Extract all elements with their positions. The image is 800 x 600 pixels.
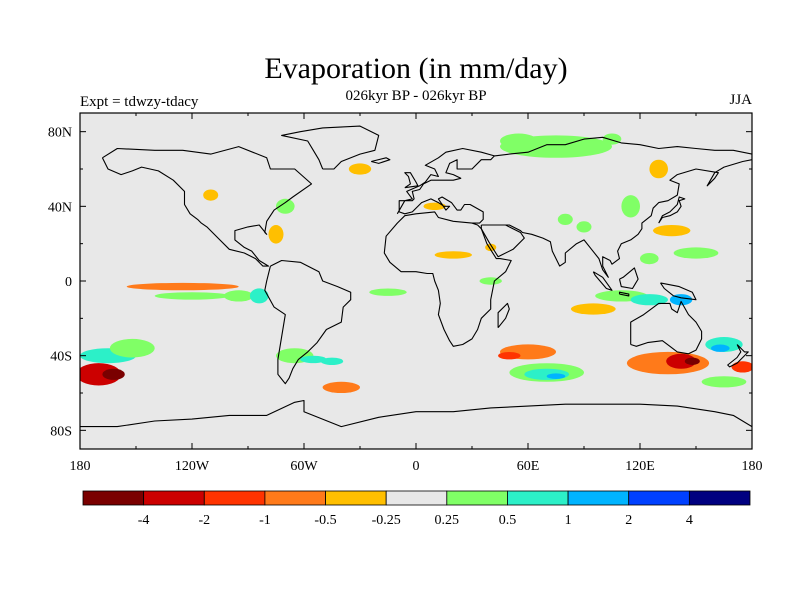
anomaly-region-36 [498,352,521,360]
anomaly-region-46 [701,376,747,388]
anomaly-region-23 [602,133,622,145]
anomaly-region-42 [684,357,700,365]
anomaly-region-13 [348,163,372,175]
anomaly-region-10 [320,357,344,365]
colorbar-swatch-0 [82,490,145,506]
colorbar-label: -0.5 [314,513,336,528]
coastline-7 [630,300,703,355]
coastline-layer [80,125,752,428]
anomaly-layer [80,133,752,393]
experiment-label: Expt = tdwzy-tdacy [80,94,199,110]
coastline-12 [660,282,697,301]
y-axis: 80N 40N 0 40S 80S [48,126,752,439]
colorbar-swatch-5 [385,490,448,506]
coastline-3 [383,147,512,347]
colorbar-label: 2 [625,513,632,528]
coastline-8 [727,344,749,368]
anomaly-region-32 [630,294,668,306]
x-tick-label: 120E [625,459,655,474]
coastline-0 [101,146,313,267]
anomaly-region-15 [276,198,295,214]
coastline-1 [264,259,352,385]
anomaly-region-41 [666,353,696,369]
season-label: JJA [729,92,752,108]
y-tick-label: 40S [50,350,72,365]
x-axis: 180 120W 60W 0 60E 120E 180 [70,113,763,474]
colorbar-label: -4 [138,513,150,528]
coastline-14 [404,172,419,189]
colorbar-swatch-2 [203,490,266,506]
anomaly-region-0 [80,363,122,386]
colorbar-swatch-10 [688,490,751,506]
anomaly-region-25 [621,195,640,218]
colorbar-label: 0.5 [499,513,517,528]
anomaly-region-3 [109,338,155,358]
colorbar-label: 0.25 [435,513,460,528]
coastline-15 [371,157,391,164]
colorbar-swatch-9 [628,490,690,506]
x-tick-label: 60W [290,459,318,474]
coastline-13 [658,196,686,224]
x-tick-label: 60E [517,459,540,474]
anomaly-region-30 [557,213,573,225]
anomaly-region-1 [102,368,125,380]
x-tick-label: 180 [742,459,763,474]
coastline-4 [480,224,525,258]
colorbar-label: -0.25 [372,513,401,528]
anomaly-region-5 [154,292,230,300]
coastline-16 [80,399,752,428]
anomaly-region-17 [423,202,446,210]
colorbar-label: 1 [565,513,572,528]
chart-subtitle: 026kyr BP - 026kyr BP [345,88,487,104]
anomaly-region-29 [576,221,592,233]
anomaly-region-22 [500,133,538,149]
anomaly-region-4 [126,282,239,291]
anomaly-region-7 [249,288,269,304]
colorbar-swatch-8 [567,490,630,506]
coastline-5 [497,302,510,329]
x-tick-label: 120W [175,459,210,474]
anomaly-region-34 [570,303,616,315]
coastline-11 [618,267,639,290]
colorbar-swatch-6 [446,490,508,506]
colorbar-label: 4 [686,513,693,528]
coastline-2 [281,125,380,170]
anomaly-region-16 [268,225,284,244]
anomaly-region-19 [479,277,502,285]
colorbar-label: -1 [259,513,271,528]
anomaly-region-6 [223,290,254,302]
anomaly-region-39 [546,373,566,380]
y-tick-label: 80N [48,126,72,141]
anomaly-region-12 [369,288,407,296]
map-background [80,113,752,449]
colorbar-label: -2 [198,513,210,528]
y-tick-label: 80S [50,424,72,439]
colorbar-swatch-1 [143,490,205,506]
anomaly-region-26 [653,225,691,237]
anomaly-region-9 [300,355,327,364]
colorbar: -4 -2 -1 -0.5 -0.25 0.25 0.5 1 2 4 [82,490,751,528]
y-tick-label: 40N [48,200,72,215]
anomaly-region-11 [322,381,360,393]
chart-title: Evaporation (in mm/day) [264,52,568,85]
coastline-6 [494,136,752,278]
anomaly-region-24 [649,159,668,179]
anomaly-region-45 [731,361,752,373]
colorbar-swatch-4 [325,490,387,506]
y-tick-label: 0 [65,275,72,290]
colorbar-swatch-3 [264,490,326,506]
x-tick-label: 180 [70,459,91,474]
coastline-9 [592,271,613,291]
coastline-10 [618,291,630,297]
colorbar-swatch-7 [507,490,569,506]
x-tick-label: 0 [413,459,420,474]
anomaly-region-18 [434,251,472,259]
anomaly-region-14 [203,189,219,201]
anomaly-region-44 [711,344,730,352]
anomaly-region-28 [640,253,659,265]
anomaly-region-27 [673,247,719,259]
